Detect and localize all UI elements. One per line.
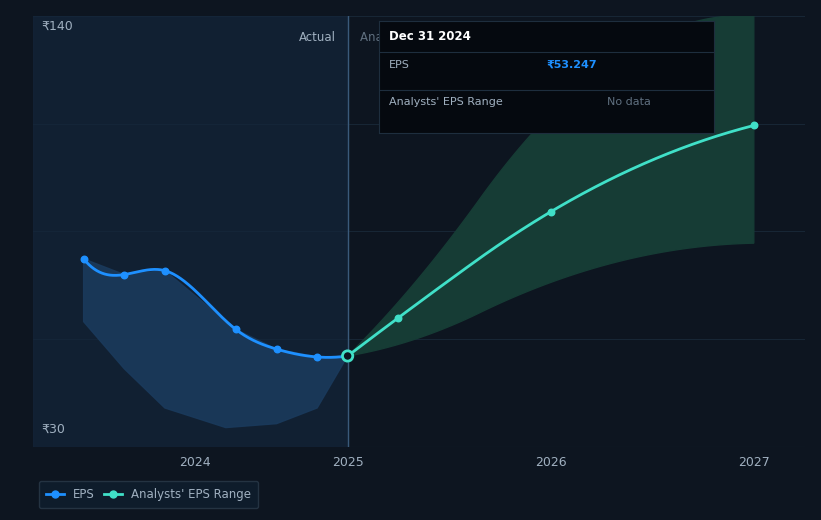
Text: EPS: EPS bbox=[389, 60, 410, 70]
Point bbox=[392, 314, 405, 322]
Point bbox=[77, 255, 90, 263]
Point bbox=[117, 270, 131, 279]
Point bbox=[310, 353, 323, 361]
Text: ₹30: ₹30 bbox=[41, 422, 65, 435]
Point bbox=[229, 326, 242, 334]
Text: Analysts' EPS Range: Analysts' EPS Range bbox=[389, 97, 503, 107]
Polygon shape bbox=[347, 16, 754, 356]
Polygon shape bbox=[84, 259, 347, 427]
Text: Dec 31 2024: Dec 31 2024 bbox=[389, 30, 471, 43]
Point bbox=[270, 345, 283, 353]
Bar bbox=[33, 16, 347, 447]
Point bbox=[544, 207, 557, 216]
Text: Actual: Actual bbox=[299, 31, 336, 44]
Legend: EPS, Analysts' EPS Range: EPS, Analysts' EPS Range bbox=[39, 481, 259, 508]
Point bbox=[341, 352, 354, 360]
Point bbox=[747, 121, 760, 129]
Point bbox=[341, 352, 354, 360]
Point bbox=[341, 352, 354, 360]
Point bbox=[158, 266, 172, 275]
Text: Analysts Forecasts: Analysts Forecasts bbox=[360, 31, 470, 44]
Text: ₹140: ₹140 bbox=[41, 20, 73, 33]
Text: ₹53.247: ₹53.247 bbox=[547, 60, 598, 70]
Text: No data: No data bbox=[607, 97, 651, 107]
